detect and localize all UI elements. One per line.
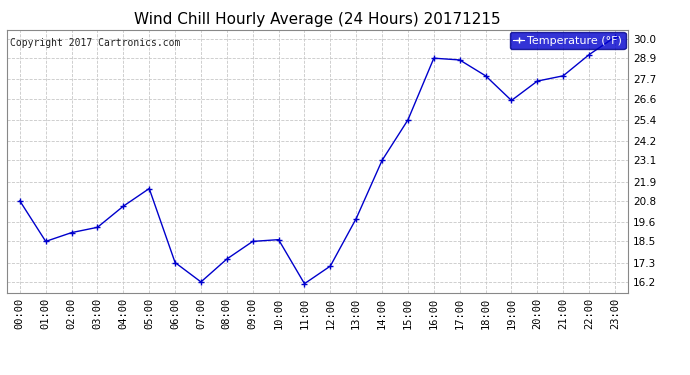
Temperature (°F) xyxy=(145,186,153,191)
Temperature (°F) xyxy=(41,239,50,244)
Temperature (°F) xyxy=(455,58,464,62)
Temperature (°F) xyxy=(378,158,386,163)
Temperature (°F) xyxy=(559,74,567,78)
Temperature (°F) xyxy=(533,79,542,83)
Temperature (°F) xyxy=(93,225,101,230)
Temperature (°F) xyxy=(300,282,308,286)
Temperature (°F) xyxy=(326,264,335,268)
Temperature (°F) xyxy=(197,280,205,284)
Temperature (°F) xyxy=(119,204,128,209)
Text: Copyright 2017 Cartronics.com: Copyright 2017 Cartronics.com xyxy=(10,38,180,48)
Temperature (°F) xyxy=(430,56,438,60)
Temperature (°F) xyxy=(482,74,490,78)
Temperature (°F) xyxy=(248,239,257,244)
Temperature (°F) xyxy=(68,230,76,235)
Temperature (°F) xyxy=(223,257,231,261)
Temperature (°F) xyxy=(171,260,179,265)
Temperature (°F) xyxy=(585,53,593,57)
Temperature (°F) xyxy=(404,118,412,122)
Legend: Temperature (°F): Temperature (°F) xyxy=(510,32,626,49)
Temperature (°F) xyxy=(352,216,360,221)
Temperature (°F) xyxy=(16,199,24,203)
Temperature (°F) xyxy=(611,35,619,39)
Title: Wind Chill Hourly Average (24 Hours) 20171215: Wind Chill Hourly Average (24 Hours) 201… xyxy=(134,12,501,27)
Temperature (°F) xyxy=(507,98,515,103)
Line: Temperature (°F): Temperature (°F) xyxy=(17,34,618,286)
Temperature (°F) xyxy=(275,237,283,242)
